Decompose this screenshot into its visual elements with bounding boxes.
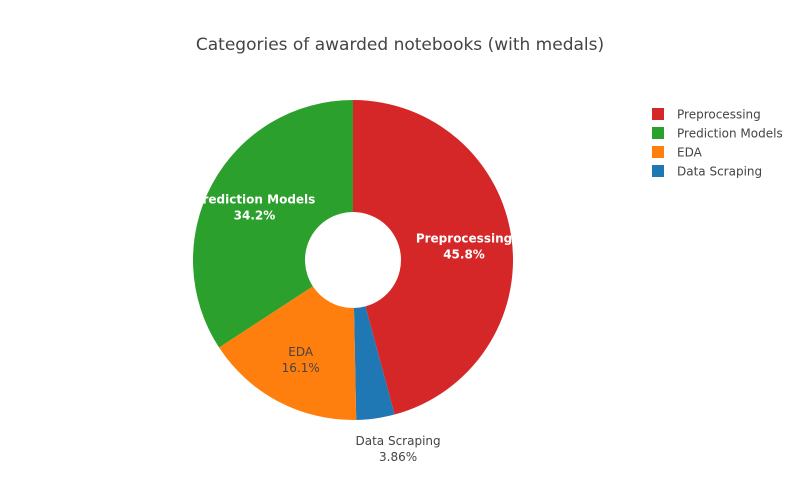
legend-item-data-scraping[interactable]: Data Scraping	[652, 165, 762, 179]
pie-slices	[193, 100, 514, 420]
slice-label-name: Preprocessing	[416, 231, 512, 245]
legend-item-prediction-models[interactable]: Prediction Models	[652, 127, 783, 141]
slice-label-percent: 45.8%	[443, 247, 485, 261]
legend-swatch	[652, 108, 664, 120]
slice-label-name: Data Scraping	[356, 434, 441, 448]
slice-label-name: EDA	[288, 345, 314, 359]
legend-label: Prediction Models	[677, 127, 783, 141]
slice-label-eda: EDA 16.1%	[282, 345, 320, 375]
legend-label: Preprocessing	[677, 108, 761, 122]
slice-label-percent: 3.86%	[379, 450, 417, 464]
slice-label-name: Prediction Models	[194, 193, 316, 207]
slice-label-percent: 34.2%	[234, 209, 276, 223]
slice-labels: Preprocessing 45.8% Data Scraping 3.86% EDA 1…	[194, 193, 513, 465]
slice-prediction-models[interactable]	[193, 100, 353, 348]
slice-eda[interactable]	[219, 286, 357, 420]
legend-swatch	[652, 165, 664, 177]
slice-data-scraping[interactable]	[353, 306, 395, 420]
slice-label-prediction-models: Prediction Models 34.2%	[194, 193, 316, 223]
slice-label-data-scraping: Data Scraping 3.86%	[356, 434, 441, 464]
legend-swatch	[652, 127, 664, 139]
legend-label: Data Scraping	[677, 165, 762, 179]
slice-label-preprocessing: Preprocessing 45.8%	[416, 231, 512, 261]
slice-label-percent: 16.1%	[282, 361, 320, 375]
slice-preprocessing[interactable]	[353, 100, 514, 415]
legend-item-preprocessing[interactable]: Preprocessing	[652, 108, 761, 122]
chart-title: Categories of awarded notebooks (with me…	[196, 35, 604, 55]
legend-item-eda[interactable]: EDA	[652, 146, 703, 160]
legend-label: EDA	[677, 146, 703, 160]
legend: Preprocessing Prediction Models EDA Data Sc…	[652, 108, 783, 179]
legend-swatch	[652, 146, 664, 158]
